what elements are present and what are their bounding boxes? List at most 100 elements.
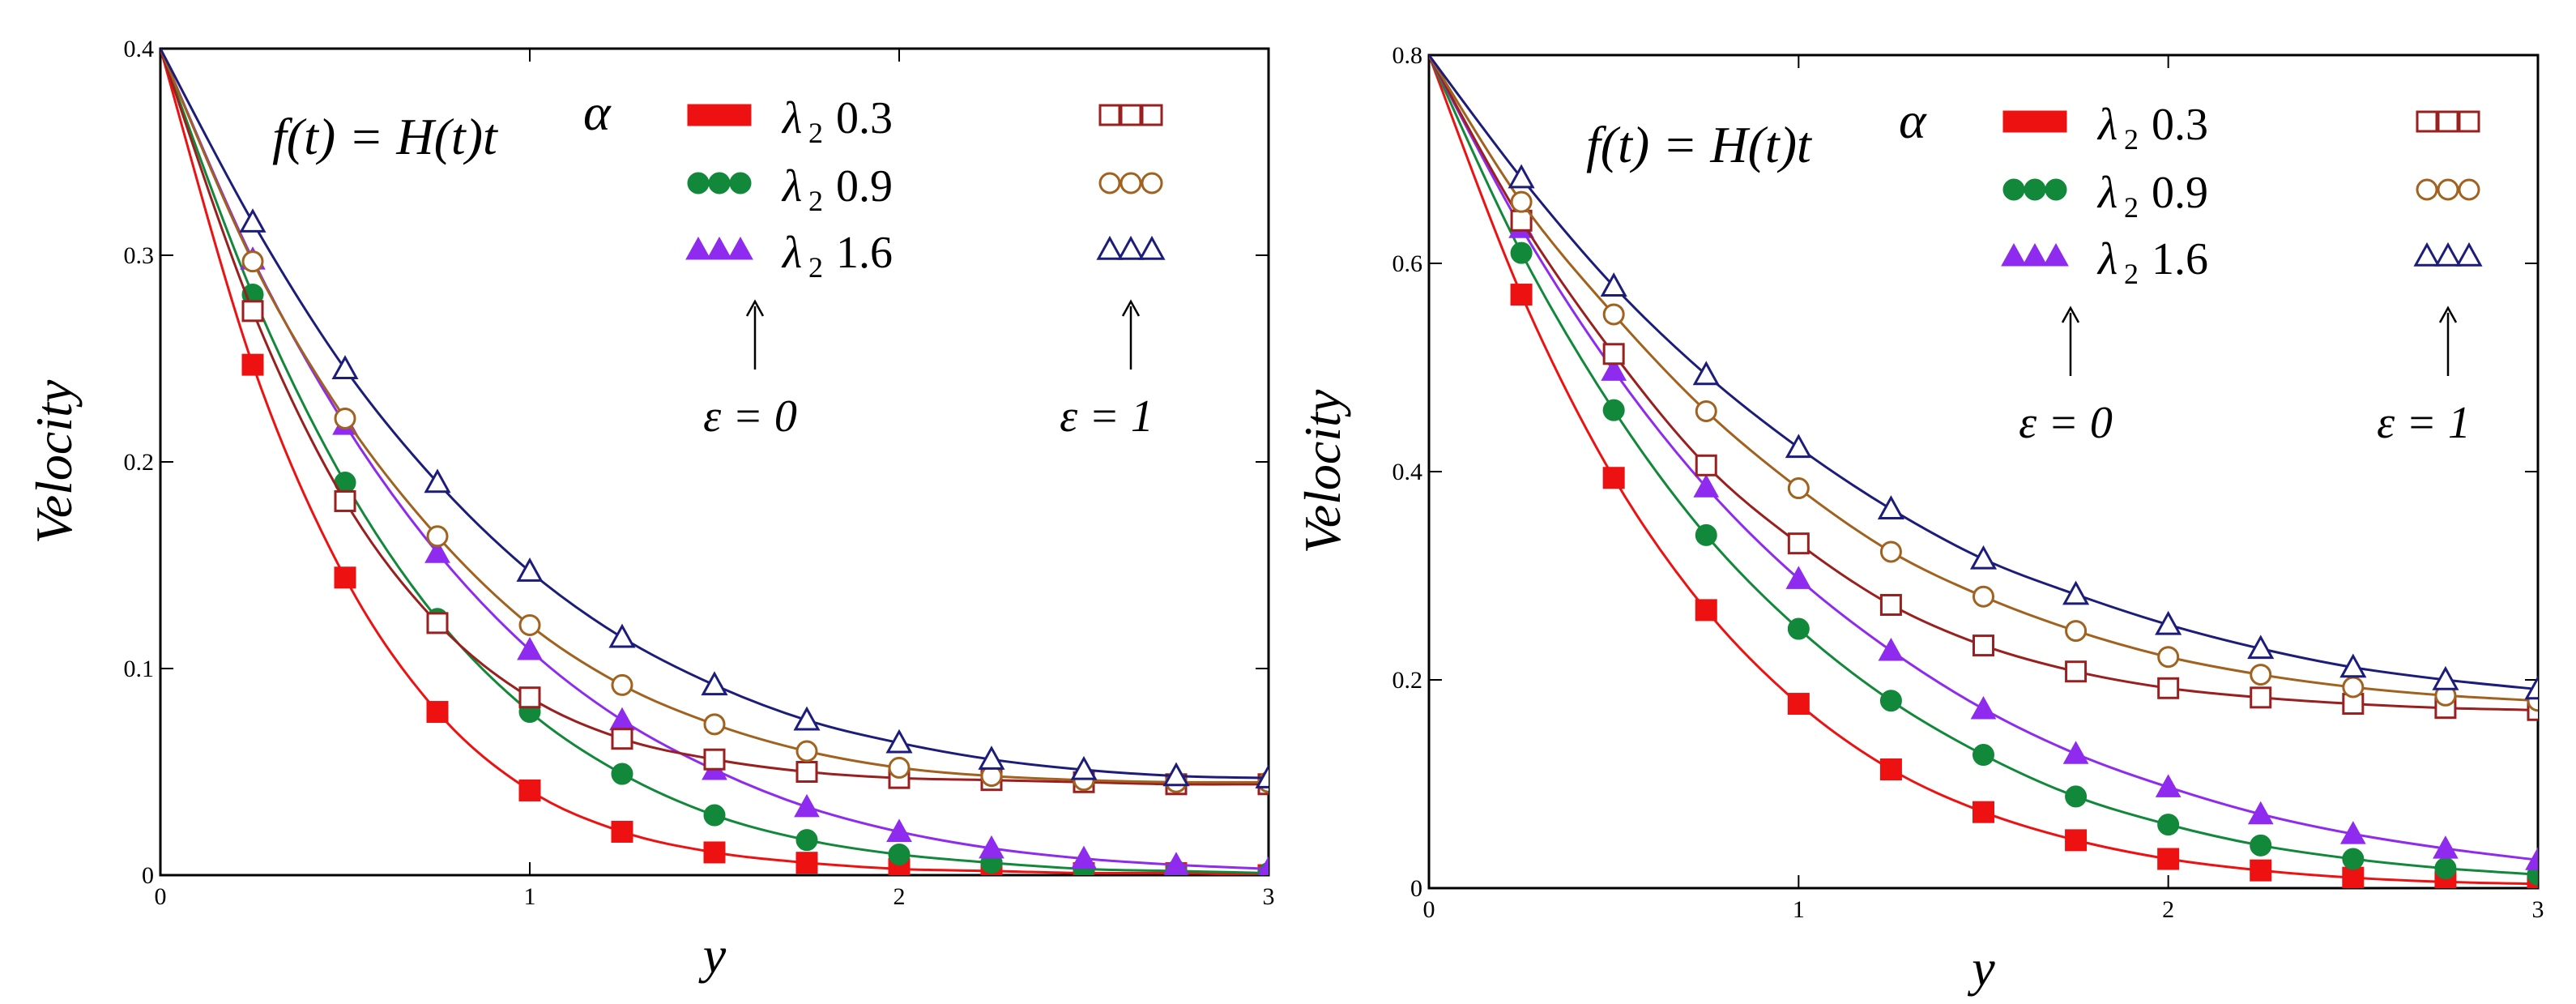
formula-text: f(t) = H(t)t: [272, 108, 499, 165]
data-point-s3-7: [2062, 741, 2089, 764]
data-point-s3-9: [2247, 801, 2274, 825]
data-point-s4-2: [334, 489, 356, 512]
data-point-s4-6: [1973, 634, 1994, 657]
data-point-s2-7: [795, 829, 818, 852]
data-point-s6-3: [424, 468, 451, 493]
legend-arrow-head-right: [2438, 305, 2458, 323]
data-point-s3-10: [2339, 821, 2366, 844]
legend-marker-open-2: [2416, 178, 2438, 201]
data-point-s1-2: [334, 566, 356, 589]
data-point-s5-6: [703, 713, 726, 736]
legend-marker-filled-1: [687, 104, 710, 126]
legend-lambda-subscript: 2: [2124, 191, 2139, 224]
data-point-s2-5: [611, 763, 633, 785]
data-point-s3-7: [794, 793, 820, 818]
formula-superscript: α: [1899, 92, 1927, 149]
data-point-s5-2: [1602, 303, 1625, 326]
legend-marker-open-1: [2437, 110, 2459, 133]
data-point-s6-9: [978, 746, 1005, 770]
data-point-s5-6: [1973, 585, 1994, 608]
data-point-s3-10: [1071, 845, 1097, 869]
data-point-s1-7: [2065, 829, 2088, 852]
legend-arrow-head-right: [1121, 299, 1141, 317]
data-point-s1-9: [2250, 859, 2272, 882]
legend-arrow-head-left: [745, 299, 765, 317]
data-point-s3-4: [517, 637, 543, 660]
data-point-s6-1: [1508, 164, 1535, 189]
data-point-s5-9: [2250, 664, 2272, 686]
y-tick-label: 0.4: [1392, 459, 1423, 485]
legend-marker-open-2: [2437, 178, 2459, 201]
series-line-4: [1429, 55, 2538, 711]
legend-lambda-symbol: λ: [2096, 100, 2118, 150]
data-point-s6-6: [701, 671, 728, 696]
data-point-s6-10: [2339, 653, 2367, 678]
data-point-s3-8: [2155, 774, 2181, 797]
data-point-s1-5: [611, 820, 633, 843]
data-point-s2-7: [2065, 785, 2088, 808]
legend-marker-open-1: [2416, 110, 2438, 133]
legend-marker-filled-1: [2024, 110, 2046, 133]
y-axis-label: Velocity: [25, 379, 83, 544]
y-tick-label: 0.3: [124, 242, 155, 269]
data-point-s4-5: [1879, 593, 1902, 616]
legend-marker-filled-3: [2043, 242, 2069, 267]
data-point-s5-2: [334, 407, 356, 429]
legend-marker-filled-2: [729, 172, 752, 194]
data-point-s2-8: [888, 844, 911, 865]
legend-group-label-left: ε = 0: [2019, 398, 2113, 448]
series-line-1: [1429, 55, 2538, 886]
legend-marker-open-1: [1120, 104, 1142, 126]
data-point-s6-12: [2524, 675, 2538, 700]
x-tick-label: 2: [893, 883, 906, 910]
data-point-s3-11: [1163, 852, 1189, 875]
data-point-s4-8: [2157, 677, 2180, 699]
legend-marker-open-1: [2458, 110, 2480, 133]
data-point-s4-9: [2250, 686, 2272, 709]
legend-lambda-subscript: 2: [808, 117, 823, 149]
legend-marker-filled-2: [2045, 178, 2067, 201]
series-line-3: [160, 49, 1269, 870]
data-point-s6-7: [2062, 580, 2090, 605]
data-point-s6-11: [1162, 762, 1190, 787]
data-point-s1-1: [241, 353, 264, 376]
legend-marker-filled-1: [708, 104, 731, 126]
series-line-4: [160, 49, 1269, 786]
data-point-s5-8: [888, 756, 911, 779]
data-point-s3-3: [1693, 474, 1720, 498]
legend-marker-filled-2: [2024, 178, 2046, 201]
data-point-s4-4: [1787, 532, 1810, 555]
data-point-s3-12: [2525, 847, 2538, 870]
legend-group-label-right: ε = 1: [2377, 398, 2471, 448]
legend-lambda-value: 0.3: [2152, 100, 2208, 150]
chart-panel-1: 0 0.1 0.2 0.3 0.4 0 1 2 3 y Velocity f(t) = H(t)t α λ…: [25, 36, 1275, 984]
legend-marker-open-3: [1117, 235, 1145, 260]
data-point-s1-3: [1695, 599, 1717, 622]
legend-marker-filled-1: [2002, 110, 2025, 133]
legend-lambda-subscript: 2: [808, 251, 823, 284]
legend-marker-filled-3: [2022, 242, 2048, 267]
legend-lambda-subscript: 2: [808, 185, 823, 217]
data-point-s5-1: [241, 250, 264, 273]
data-point-s4-6: [703, 748, 726, 771]
legend-marker-filled-2: [687, 172, 710, 194]
data-point-s3-12: [1257, 856, 1269, 875]
legend-marker-open-1: [1141, 104, 1163, 126]
data-point-s1-2: [1602, 467, 1625, 489]
legend-arrow-head-left: [2061, 305, 2080, 323]
data-point-s5-8: [2157, 646, 2180, 669]
data-point-s4-1: [1510, 209, 1533, 232]
data-point-s4-4: [518, 686, 541, 709]
legend-marker-filled-3: [727, 236, 753, 260]
legend-marker-open-3: [2455, 241, 2483, 267]
data-point-s5-10: [2342, 676, 2365, 699]
data-point-s1-6: [1973, 801, 1994, 823]
data-point-s6-2: [331, 355, 359, 379]
legend-group-label-right: ε = 1: [1060, 391, 1154, 442]
chart-panel-2: 0 0.2 0.4 0.6 0.8 0 1 2 3 y Velocity f(t) = H(t)t α λ…: [1294, 42, 2544, 997]
legend-marker-filled-3: [685, 236, 711, 260]
data-point-s3-5: [1878, 637, 1904, 661]
data-point-s5-3: [426, 525, 449, 548]
legend-lambda-symbol: λ: [781, 228, 802, 278]
series-line-2: [160, 49, 1269, 874]
